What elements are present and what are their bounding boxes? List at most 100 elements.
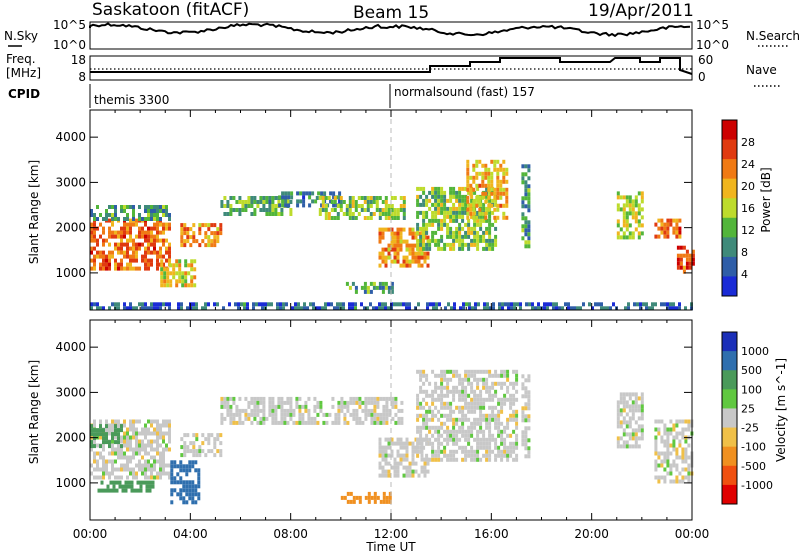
heatmap-cell [491, 409, 495, 414]
heatmap-cell [135, 258, 138, 263]
heatmap-cell [96, 428, 99, 433]
heatmap-cell [333, 306, 336, 311]
heatmap-cell [440, 401, 444, 406]
heatmap-cell [466, 183, 470, 188]
heatmap-cell [190, 259, 194, 264]
heatmap-cell [431, 441, 435, 446]
heatmap-cell [493, 215, 497, 220]
heatmap-cell [156, 447, 159, 452]
heatmap-cell [132, 217, 135, 221]
heatmap-cell [114, 230, 117, 235]
heatmap-cell [619, 195, 623, 200]
heatmap-cell [346, 400, 350, 405]
heatmap-cell [160, 259, 164, 264]
heatmap-cell [308, 203, 312, 208]
heatmap-cell [666, 222, 670, 227]
heatmap-cell [476, 230, 480, 235]
heatmap-cell [201, 433, 205, 438]
heatmap-cell [147, 266, 150, 271]
heatmap-cell [431, 230, 435, 235]
heatmap-cell [324, 212, 328, 216]
heatmap-cell [479, 397, 483, 402]
heatmap-cell [434, 385, 438, 390]
heatmap-cell [678, 234, 682, 239]
heatmap-cell [497, 413, 501, 418]
heatmap-cell [387, 461, 391, 466]
heatmap-cell [479, 214, 483, 219]
heatmap-cell [302, 203, 306, 208]
heatmap-cell [509, 433, 513, 438]
heatmap-cell [488, 369, 492, 374]
heatmap-cell [190, 263, 194, 268]
heatmap-cell [622, 404, 626, 409]
heatmap-cell [354, 204, 358, 208]
heatmap-cell [376, 416, 380, 421]
heatmap-cell [334, 416, 338, 421]
heatmap-cell [111, 432, 114, 437]
heatmap-cell [111, 463, 114, 468]
heatmap-cell [408, 306, 411, 311]
heatmap-cell [422, 425, 426, 430]
heatmap-cell [138, 443, 141, 448]
heatmap-cell [479, 234, 483, 239]
heatmap-cell [446, 198, 450, 203]
heatmap-cell [123, 242, 126, 247]
heatmap-cell [422, 413, 426, 418]
heatmap-cell [135, 242, 138, 247]
heatmap-cell [373, 396, 377, 401]
heatmap-cell [419, 234, 423, 239]
heatmap-cell [126, 459, 129, 464]
heatmap-cell [132, 250, 135, 255]
station-title: Saskatoon (fitACF) [92, 0, 249, 20]
heatmap-cell [458, 389, 462, 394]
range-tick-label: 3000 [55, 385, 86, 399]
heatmap-cell [464, 389, 468, 394]
heatmap-cell [147, 246, 150, 251]
heatmap-cell [337, 408, 341, 413]
heatmap-cell [455, 433, 459, 438]
heatmap-cell [319, 404, 323, 409]
heatmap-cell [204, 306, 207, 311]
heatmap-cell [437, 425, 441, 430]
heatmap-cell [461, 198, 465, 203]
heatmap-cell [183, 231, 187, 236]
heatmap-cell [464, 457, 468, 462]
heatmap-cell [126, 250, 129, 255]
heatmap-cell [458, 210, 462, 215]
heatmap-cell [472, 203, 476, 208]
heatmap-cell [494, 202, 498, 207]
heatmap-cell [120, 226, 123, 231]
heatmap-cell [373, 416, 377, 421]
heatmap-cell [449, 429, 453, 434]
heatmap-cell [160, 279, 164, 284]
nsearch-label: N.Search [746, 29, 800, 43]
heatmap-cell [657, 455, 661, 460]
heatmap-cell [431, 222, 435, 227]
heatmap-cell [170, 492, 174, 497]
heatmap-cell [546, 306, 549, 311]
heatmap-cell [425, 409, 429, 414]
heatmap-cell [117, 447, 120, 452]
heatmap-cell [220, 204, 224, 208]
heatmap-cell [271, 396, 275, 401]
heatmap-cell [473, 421, 477, 426]
heatmap-cell [394, 412, 398, 417]
heatmap-cell [482, 445, 486, 450]
heatmap-cell [144, 254, 147, 259]
heatmap-cell [129, 254, 132, 259]
heatmap-cell [681, 435, 685, 440]
heatmap-cell [111, 436, 114, 441]
heatmap-cell [369, 196, 373, 200]
heatmap-cell [168, 463, 171, 468]
heatmap-cell [147, 238, 150, 243]
heatmap-cell [96, 432, 99, 437]
heatmap-cell [437, 190, 441, 195]
heatmap-cell [422, 405, 426, 410]
heatmap-cell [452, 234, 456, 239]
heatmap-cell [426, 302, 429, 307]
heatmap-cell [640, 223, 644, 228]
heatmap-cell [382, 499, 386, 504]
heatmap-cell [402, 441, 406, 446]
heatmap-cell [455, 230, 459, 235]
heatmap-cell [678, 431, 682, 436]
